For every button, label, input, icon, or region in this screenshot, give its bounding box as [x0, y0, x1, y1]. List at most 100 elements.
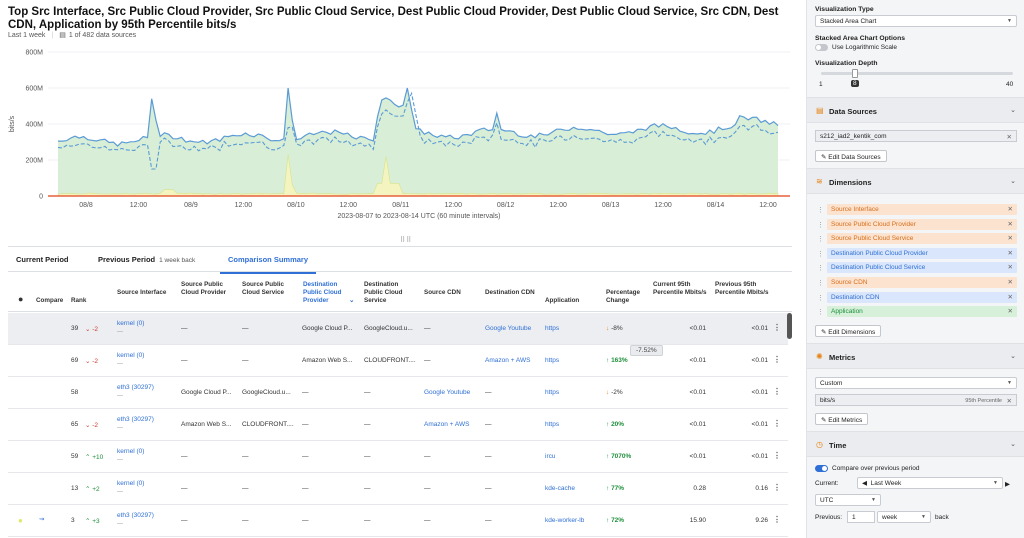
resize-handle[interactable]: ⠿⠿	[400, 237, 413, 244]
row-menu-icon[interactable]: ⋮	[773, 355, 781, 364]
application-link[interactable]: https	[545, 325, 560, 332]
col-source-interface[interactable]: Source Interface	[117, 289, 167, 296]
time-section[interactable]: ◷ Time ⌄	[807, 431, 1024, 457]
tab-comparison-summary[interactable]: Comparison Summary	[219, 255, 317, 274]
metrics-section[interactable]: ✺ Metrics ⌄	[807, 343, 1024, 369]
row-menu-icon[interactable]: ⋮	[773, 323, 781, 332]
dimension-chip[interactable]: Source Public Cloud Provider ✕	[827, 218, 1017, 230]
series-swatch[interactable]: ●	[18, 516, 23, 525]
depth-slider-handle[interactable]	[852, 69, 858, 78]
application-link[interactable]: kde-cache	[545, 485, 575, 492]
edit-metrics-button[interactable]: ✎ Edit Metrics	[815, 413, 869, 425]
col-dst-cloud-provider[interactable]: Destination Public Cloud Provider	[303, 281, 342, 304]
col-src-cloud-provider[interactable]: Source Public Cloud Provider	[181, 281, 227, 296]
data-sources-count[interactable]: ▤ 1 of 482 data sources	[59, 31, 136, 40]
col-rank[interactable]: Rank	[71, 297, 87, 304]
close-icon[interactable]: ✕	[1006, 134, 1012, 141]
drag-handle-icon[interactable]: ⋮⋮	[817, 280, 831, 287]
close-icon[interactable]: ✕	[1006, 398, 1012, 405]
close-icon[interactable]: ✕	[1007, 264, 1013, 272]
compare-chart-icon[interactable]: ⇝	[39, 516, 45, 523]
col-percentage-change[interactable]: Percentage Change	[606, 289, 640, 304]
row-menu-icon[interactable]: ⋮	[773, 483, 781, 492]
compare-toggle[interactable]	[815, 465, 828, 472]
close-icon[interactable]: ✕	[1007, 279, 1013, 286]
source-interface-link[interactable]: kernel (0)	[117, 352, 145, 359]
col-dest-cdn[interactable]: Destination CDN	[485, 289, 535, 296]
next-icon[interactable]: ▶	[1005, 481, 1010, 488]
dimension-chip[interactable]: Destination Public Cloud Provider ✕	[827, 247, 1017, 259]
edit-data-sources-button[interactable]: ✎ Edit Data Sources	[815, 150, 887, 162]
application-link[interactable]: https	[545, 421, 560, 428]
cell-scdn[interactable]: Google Youtube	[424, 389, 471, 396]
col-src-cloud-service[interactable]: Source Public Cloud Service	[242, 281, 284, 296]
source-interface-link[interactable]: eth3 (30297)	[117, 384, 154, 391]
cell-dcdn[interactable]: Google Youtube	[485, 325, 532, 332]
close-icon[interactable]: ✕	[1007, 235, 1013, 243]
source-interface-link[interactable]: kernel (0)	[117, 320, 145, 327]
depth-slider[interactable]	[821, 72, 1013, 75]
row-menu-icon[interactable]: ⋮	[773, 515, 781, 524]
application-link[interactable]: ircu	[545, 453, 556, 460]
close-icon[interactable]: ✕	[1007, 308, 1013, 316]
source-interface-link[interactable]: eth3 (30297)	[117, 416, 154, 423]
table-row[interactable]: 58 eth3 (30297) — Google Cloud P... GoogleCl…	[8, 377, 788, 409]
application-link[interactable]: kde-worker-lb	[545, 517, 585, 524]
prev-icon[interactable]: ◀	[862, 480, 867, 487]
dimension-chip[interactable]: Destination CDN ✕	[827, 291, 1017, 303]
drag-handle-icon[interactable]: ⋮⋮	[817, 221, 831, 229]
table-row[interactable]: 69 ⌄ -2 kernel (0) — — — Amazon Web S... CLOUDF…	[8, 345, 788, 377]
drag-handle-icon[interactable]: ⋮⋮	[817, 294, 831, 302]
drag-handle-icon[interactable]: ⋮⋮	[817, 236, 831, 244]
time-range[interactable]: Last 1 week	[8, 31, 46, 39]
close-icon[interactable]: ✕	[1007, 249, 1013, 257]
row-menu-icon[interactable]: ⋮	[773, 387, 781, 396]
tab-current-period[interactable]: Current Period	[16, 255, 69, 264]
col-application[interactable]: Application	[545, 297, 580, 304]
close-icon[interactable]: ✕	[1007, 220, 1013, 228]
drag-handle-icon[interactable]: ⋮⋮	[817, 207, 831, 214]
previous-number-input[interactable]: 1	[847, 511, 875, 523]
dimension-chip[interactable]: Source Public Cloud Service ✕	[827, 233, 1017, 245]
table-row[interactable]: 59 ⌃ +10 kernel (0) — — — — — — — ircu ↑ 7070% <0.01…	[8, 441, 788, 473]
table-row[interactable]: 65 ⌄ -2 eth3 (30297) — Amazon Web S... CLOUDF…	[8, 409, 788, 441]
application-link[interactable]: https	[545, 389, 560, 396]
dimension-chip[interactable]: Destination Public Cloud Service ✕	[827, 262, 1017, 274]
edit-dimensions-button[interactable]: ✎ Edit Dimensions	[815, 325, 882, 337]
dimension-chip[interactable]: Application ✕	[827, 306, 1017, 318]
cell-dcdn[interactable]: Amazon + AWS	[485, 357, 531, 364]
log-scale-toggle[interactable]	[815, 44, 828, 51]
table-row[interactable]: ● ⇝ 3 ⌃ +3 eth3 (30297) — — — — — — — kde-worker-lb ↑…	[8, 505, 788, 537]
source-interface-link[interactable]: eth3 (30297)	[117, 512, 154, 519]
drag-handle-icon[interactable]: ⋮⋮	[817, 309, 831, 317]
table-row[interactable]: 39 ⌄ -2 kernel (0) — — — Google Cloud P... Goog…	[8, 313, 788, 345]
viz-type-select[interactable]: Stacked Area Chart ▼	[815, 15, 1017, 27]
col-source-cdn[interactable]: Source CDN	[424, 289, 461, 296]
previous-unit-select[interactable]: week ▼	[877, 511, 931, 523]
col-previous[interactable]: Previous 95th Percentile Mbits/s	[715, 281, 769, 296]
metrics-select[interactable]: Custom ▼	[815, 377, 1017, 389]
close-icon[interactable]: ✕	[1007, 293, 1013, 301]
dimension-chip[interactable]: Source CDN ✕	[827, 277, 1017, 288]
col-current[interactable]: Current 95th Percentile Mbits/s	[653, 281, 707, 296]
sort-desc-icon[interactable]: ⌄	[349, 297, 355, 304]
select-all-icon[interactable]: ●	[18, 294, 24, 304]
drag-handle-icon[interactable]: ⋮⋮	[817, 265, 831, 273]
source-interface-link[interactable]: kernel (0)	[117, 448, 145, 455]
data-sources-section[interactable]: ▤ Data Sources ⌄	[807, 97, 1024, 123]
dimensions-section[interactable]: ≋ Dimensions ⌄	[807, 168, 1024, 194]
timezone-select[interactable]: UTC ▼	[815, 494, 881, 506]
col-dst-cloud-service[interactable]: Destination Public Cloud Service	[364, 281, 403, 304]
row-menu-icon[interactable]: ⋮	[773, 419, 781, 428]
table-row[interactable]: 13 ⌃ +2 kernel (0) — — — — — — — kde-cache ↑ 77% 0.2…	[8, 473, 788, 505]
tab-previous-period[interactable]: Previous Period 1 week back	[98, 255, 196, 264]
drag-handle-icon[interactable]: ⋮⋮	[817, 250, 831, 258]
table-scrollbar[interactable]	[787, 313, 792, 339]
close-icon[interactable]: ✕	[1007, 206, 1013, 213]
application-link[interactable]: https	[545, 357, 560, 364]
source-interface-link[interactable]: kernel (0)	[117, 480, 145, 487]
area-chart[interactable]: 800M 600M 400M 200M 0 bits/s 08/8 12:00 08/9 12:0…	[0, 44, 796, 224]
current-select[interactable]: ◀ Last Week ▼	[857, 477, 1003, 489]
cell-scdn[interactable]: Amazon + AWS	[424, 421, 470, 428]
dimension-chip[interactable]: Source Interface ✕	[827, 204, 1017, 215]
